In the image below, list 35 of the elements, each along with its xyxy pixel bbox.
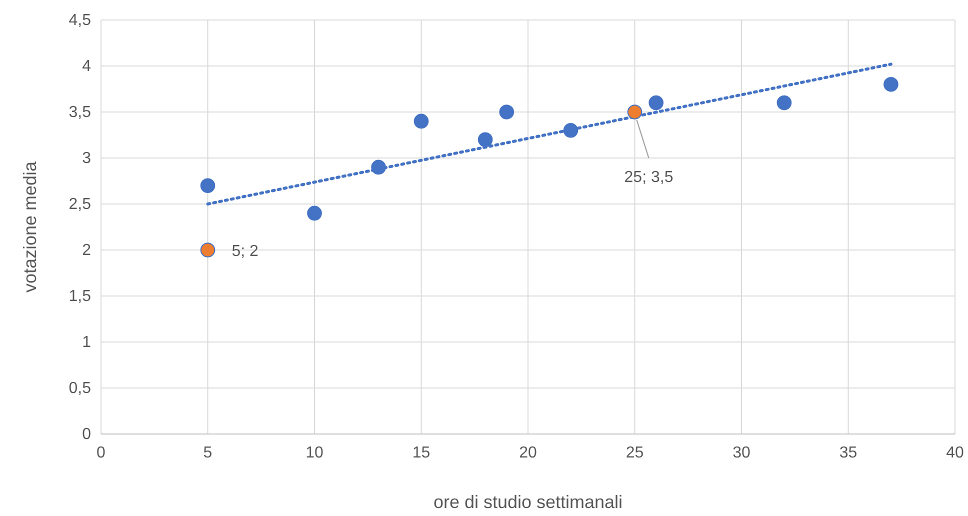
x-tick-label: 5 <box>203 444 212 462</box>
y-tick-label: 1,5 <box>68 288 92 306</box>
point <box>499 104 514 120</box>
annotation: 25; 3,5 <box>624 169 674 186</box>
x-tick-label: 0 <box>96 444 106 462</box>
y-tick-label: 1 <box>82 334 92 352</box>
y-tick-label: 3 <box>82 150 92 168</box>
y-tick-label: 3,5 <box>68 104 92 122</box>
point <box>307 206 322 221</box>
x-tick-label: 35 <box>839 444 858 462</box>
x-tick-label: 20 <box>519 444 537 462</box>
x-tick-label: 30 <box>732 444 750 462</box>
x-tick-label: 15 <box>412 444 430 462</box>
point <box>627 104 642 120</box>
y-tick-label: 0 <box>82 426 92 444</box>
y-tick-label: 2,5 <box>68 196 92 214</box>
point <box>776 95 792 110</box>
x-tick-label: 40 <box>946 444 964 462</box>
x-tick-label: 10 <box>306 444 324 462</box>
y-tick-label: 4,5 <box>68 12 92 30</box>
point <box>478 132 493 147</box>
y-tick-label: 2 <box>82 242 92 260</box>
point <box>371 160 386 175</box>
point <box>200 242 216 258</box>
y-axis-title: votazione media <box>20 160 40 293</box>
y-tick-label: 0,5 <box>68 380 92 398</box>
point <box>563 123 578 138</box>
annotation: 5; 2 <box>232 243 259 260</box>
x-tick-label: 25 <box>626 444 644 462</box>
point <box>414 114 429 129</box>
x-axis-title: ore di studio settimanali <box>433 492 623 512</box>
point <box>200 178 216 193</box>
y-tick-label: 4 <box>82 58 92 76</box>
point <box>648 95 664 110</box>
point <box>884 77 898 92</box>
